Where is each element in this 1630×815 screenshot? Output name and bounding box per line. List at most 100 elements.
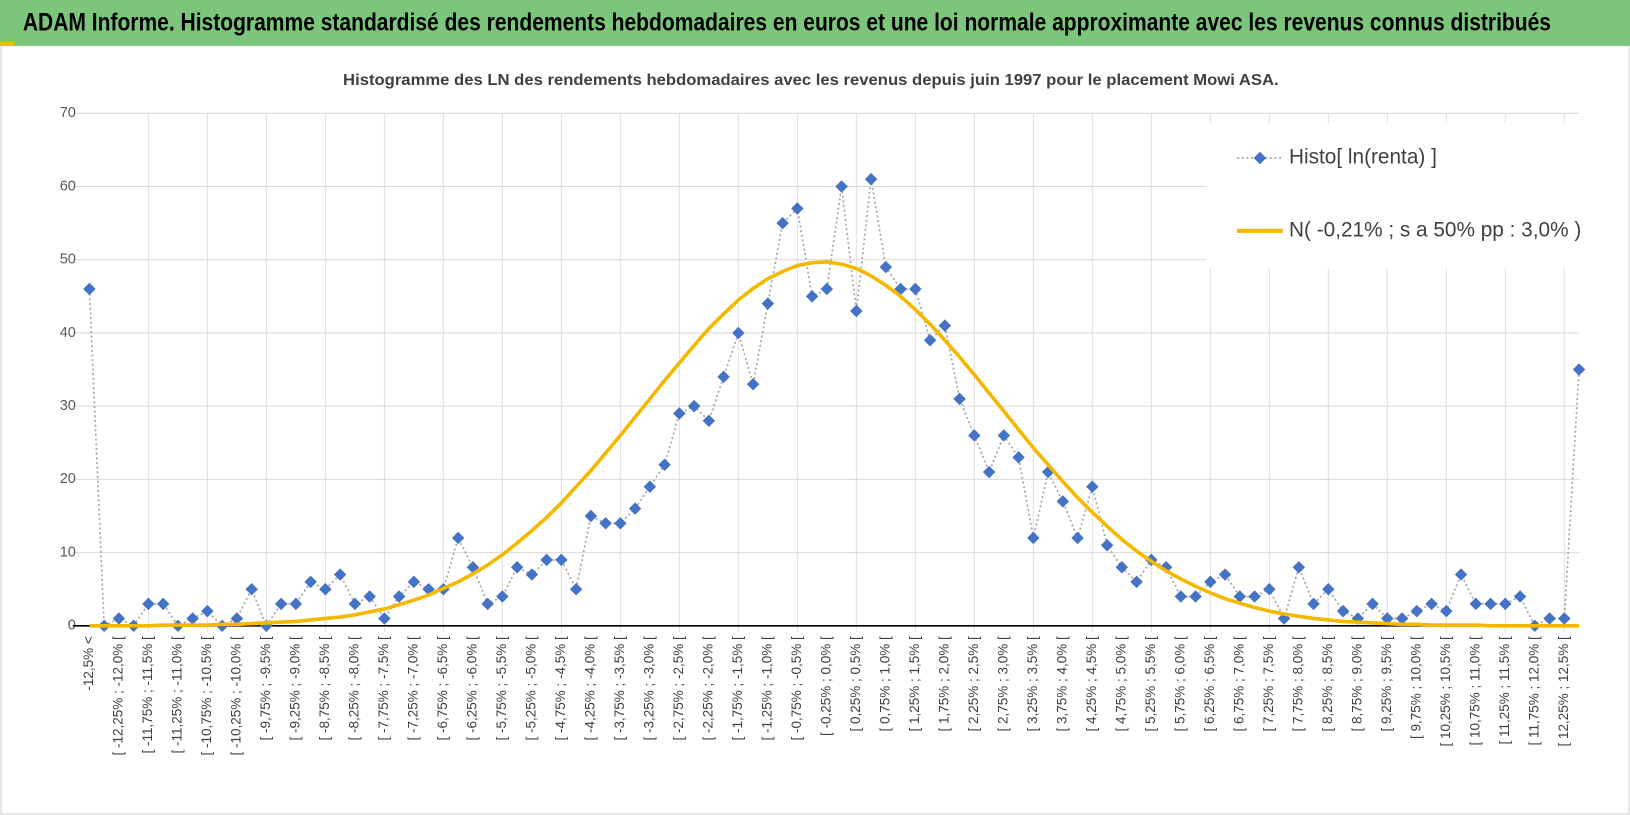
data-point [1558,612,1571,625]
x-tick-label: [ 5,75% ; 6,0% [ [1172,636,1187,732]
x-tick-label: [ -8,25% ; -8,0% [ [346,636,361,741]
data-point [1366,597,1379,611]
x-tick-label: -12,5% < [81,636,96,691]
data-point [1425,597,1438,611]
legend-label: N( -0,21% ; s a 50% pp : 3,0% ) [1289,218,1581,241]
y-tick-label: 10 [60,544,76,560]
x-tick-label: [ -10,25% ; -10,0% [ [228,636,243,756]
data-point [1130,575,1143,589]
data-point [1307,597,1320,611]
x-tick-label: [ -9,75% ; -9,5% [ [258,636,273,741]
y-tick-label: 50 [60,252,76,268]
page-title: ADAM Informe. Histogramme standardisé de… [23,9,1551,37]
data-point [1543,612,1556,625]
x-tick-label: [ -1,25% ; -1,0% [ [759,636,774,741]
data-point [761,297,775,310]
x-tick-label: [ 2,25% ; 2,5% [ [966,636,981,732]
data-point [687,399,701,413]
data-point [156,597,170,611]
data-point [304,575,317,589]
data-point [746,377,760,391]
x-tick-label: [ -6,25% ; -6,0% [ [464,636,479,741]
data-point [953,392,966,406]
data-point [1086,480,1099,493]
x-tick-label: [ -4,75% ; -4,5% [ [553,636,568,741]
x-tick-label: [ 0,75% ; 1,0% [ [877,636,892,732]
data-point [909,282,922,296]
data-point [1336,604,1350,618]
data-point [201,604,214,618]
legend-box [1205,122,1583,269]
data-point [1056,495,1070,508]
data-point [702,414,716,428]
x-tick-label: [ -5,75% ; -5,5% [ [494,636,509,741]
x-tick-label: [ -0,75% ; -0,5% [ [789,636,804,741]
data-point [673,407,686,420]
x-tick-label: [ -6,75% ; -6,5% [ [435,636,450,741]
x-tick-label: [ 8,75% ; 9,0% [ [1349,636,1364,732]
data-point [850,304,863,318]
legend-marker [1253,151,1267,165]
data-point [481,597,494,611]
data-point [83,282,96,296]
x-tick-label: [ 1,25% ; 1,5% [ [907,636,922,732]
x-tick-label: [ 10,75% ; 11,0% [ [1467,636,1482,746]
x-tick-label: [ -9,25% ; -9,0% [ [287,636,302,741]
x-tick-label: [ 3,25% ; 3,5% [ [1025,636,1040,732]
data-point [968,429,981,442]
data-point [1484,597,1497,611]
data-point [997,429,1011,442]
x-tick-label: [ 0,25% ; 0,5% [ [848,636,863,732]
x-tick-label: [ -8,75% ; -8,5% [ [317,636,332,741]
legend: Histo[ ln(renta) ] N( -0,21% ; s a 50% pp… [1205,122,1583,269]
x-tick-label: [ -5,25% ; -5,0% [ [523,636,538,741]
data-point [643,480,657,493]
data-point [1027,531,1040,545]
x-tick-label: [ -4,25% ; -4,0% [ [582,636,597,741]
x-tick-label: [ 3,75% ; 4,0% [ [1054,636,1069,732]
data-point [230,612,244,625]
data-point [776,216,789,230]
x-tick-label: [ -7,75% ; -7,5% [ [376,636,391,741]
x-tick-label: [ 9,75% ; 10,0% [ [1408,636,1423,739]
data-point [791,202,804,215]
data-point [1410,604,1424,618]
x-tick-label: [ -3,75% ; -3,5% [ [612,636,627,741]
data-point [614,517,627,530]
data-point [1395,612,1409,625]
chart-title: Histogramme des LN des rendements hebdom… [343,72,1279,89]
y-tick-label: 70 [60,105,76,121]
data-point [1012,451,1025,464]
x-tick-label: [ 7,25% ; 7,5% [ [1261,636,1276,732]
x-tick-label: [ 11,75% ; 12,0% [ [1526,636,1541,746]
x-tick-label: [ 6,75% ; 7,0% [ [1231,636,1246,732]
data-point [1100,539,1114,552]
normal-curve [89,260,1580,628]
x-tick-label: [ -2,75% ; -2,5% [ [671,636,686,741]
y-tick-label: 0 [68,618,76,634]
data-point [982,465,996,479]
header-bar [0,0,1630,46]
x-tick-label: [ 7,75% ; 8,0% [ [1290,636,1305,732]
x-tick-label: [ -10,75% ; -10,5% [ [199,636,214,756]
data-point [378,612,391,625]
data-point [112,612,126,625]
x-tick-label: [ 9,25% ; 9,5% [ [1379,636,1394,732]
legend-label: Histo[ ln(renta) ] [1289,145,1437,168]
x-tick-label: [ 5,25% ; 5,5% [ [1143,636,1158,732]
data-point [274,597,288,611]
y-tick-label: 30 [60,398,76,414]
x-tick-label: [ 4,75% ; 5,0% [ [1113,636,1128,732]
y-tick-label: 40 [60,325,76,341]
x-tick-label: [ -0,25% ; 0,0% [ [818,636,833,736]
x-tick-label: [ -11,75% ; -11,5% [ [140,636,155,754]
x-tick-label: [ -2,25% ; -2,0% [ [700,636,715,741]
data-point [864,172,878,186]
data-point [348,597,362,611]
data-point [1204,575,1217,589]
x-tick-label: [ 1,75% ; 2,0% [ [936,636,951,732]
data-point [142,597,155,611]
x-tick-label: [ 4,25% ; 4,5% [ [1084,636,1099,732]
x-tick-label: [ -7,25% ; -7,0% [ [405,636,420,741]
